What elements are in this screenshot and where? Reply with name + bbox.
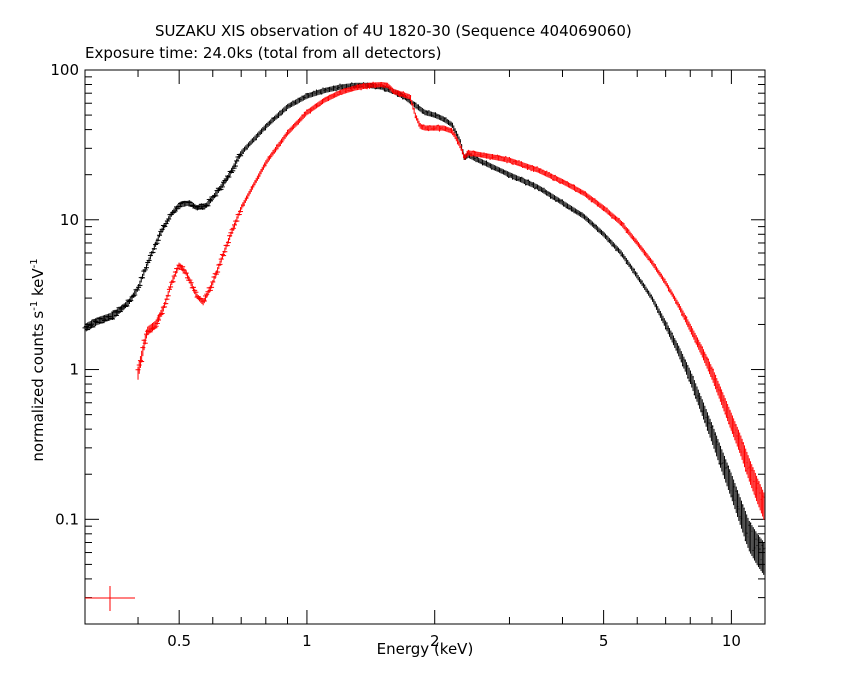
y-axis-label-unit: keV [29, 268, 47, 301]
x-tick-label: 10 [722, 632, 741, 650]
error-bar-marker-layer [85, 586, 135, 611]
chart-subtitle: Exposure time: 24.0ks (total from all de… [85, 44, 442, 62]
x-tick-label: 5 [599, 632, 609, 650]
y-axis-label-exp-2: -1 [29, 258, 40, 269]
y-tick-label: 100 [50, 61, 79, 79]
x-tick-label: 1 [302, 632, 312, 650]
axis-ticks [84, 69, 765, 625]
x-tick-label: 0.5 [167, 632, 191, 650]
plot-frame [84, 69, 766, 625]
chart-title: SUZAKU XIS observation of 4U 1820-30 (Se… [155, 22, 632, 40]
axis-tick-labels: 0.5 1 2 5 10 0.1 1 10 100 [50, 61, 741, 650]
y-axis-label: normalized counts s-1 keV-1 [29, 258, 47, 461]
y-axis-label-exp-1: -1 [29, 300, 40, 311]
x-tick-label: 2 [430, 632, 440, 650]
data-series-layer [82, 81, 766, 577]
x-axis-label: Energy (keV) [376, 640, 474, 658]
series-1 [82, 82, 766, 577]
y-tick-label: 10 [60, 211, 79, 229]
y-tick-label: 0.1 [55, 510, 79, 528]
y-tick-label: 1 [69, 361, 79, 379]
series-2 [135, 81, 765, 520]
y-axis-label-text: normalized counts s [29, 310, 47, 462]
